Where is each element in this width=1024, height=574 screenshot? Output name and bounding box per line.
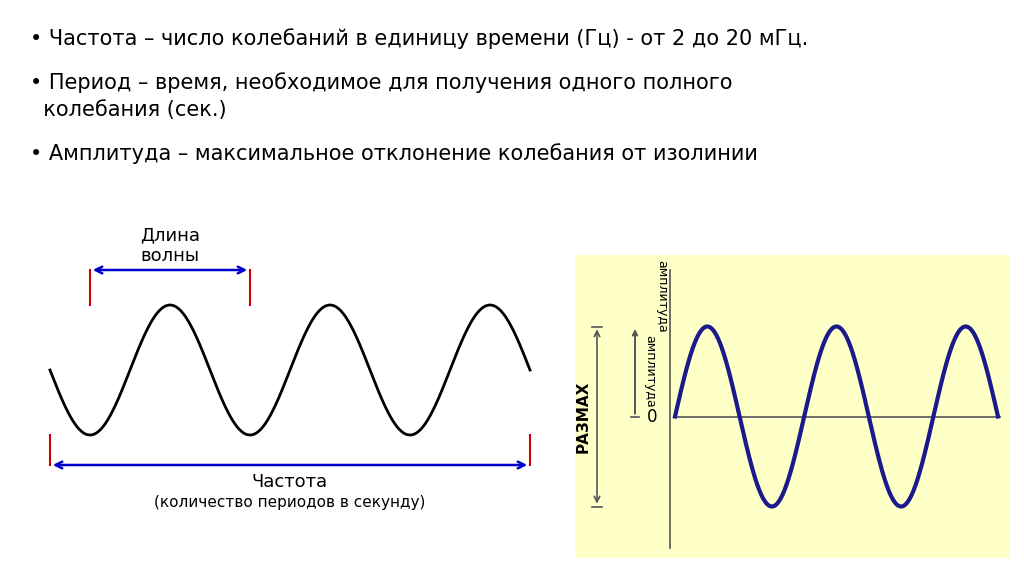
Text: Частота: Частота (252, 473, 328, 491)
Text: Длина
волны: Длина волны (140, 226, 200, 265)
Text: • Период – время, необходимое для получения одного полного: • Период – время, необходимое для получе… (30, 72, 732, 93)
Text: РАЗМАХ: РАЗМАХ (575, 381, 591, 453)
Text: • Частота – число колебаний в единицу времени (Гц) - от 2 до 20 мГц.: • Частота – число колебаний в единицу вр… (30, 28, 808, 49)
Text: • Амплитуда – максимальное отклонение колебания от изолинии: • Амплитуда – максимальное отклонение ко… (30, 143, 758, 164)
Bar (575, 255, 1010, 558)
Text: 0: 0 (647, 408, 657, 425)
Text: (количество периодов в секунду): (количество периодов в секунду) (155, 495, 426, 510)
Text: амплитуда: амплитуда (643, 335, 656, 408)
Text: колебания (сек.): колебания (сек.) (30, 100, 226, 120)
Text: амплитуда: амплитуда (655, 260, 669, 333)
